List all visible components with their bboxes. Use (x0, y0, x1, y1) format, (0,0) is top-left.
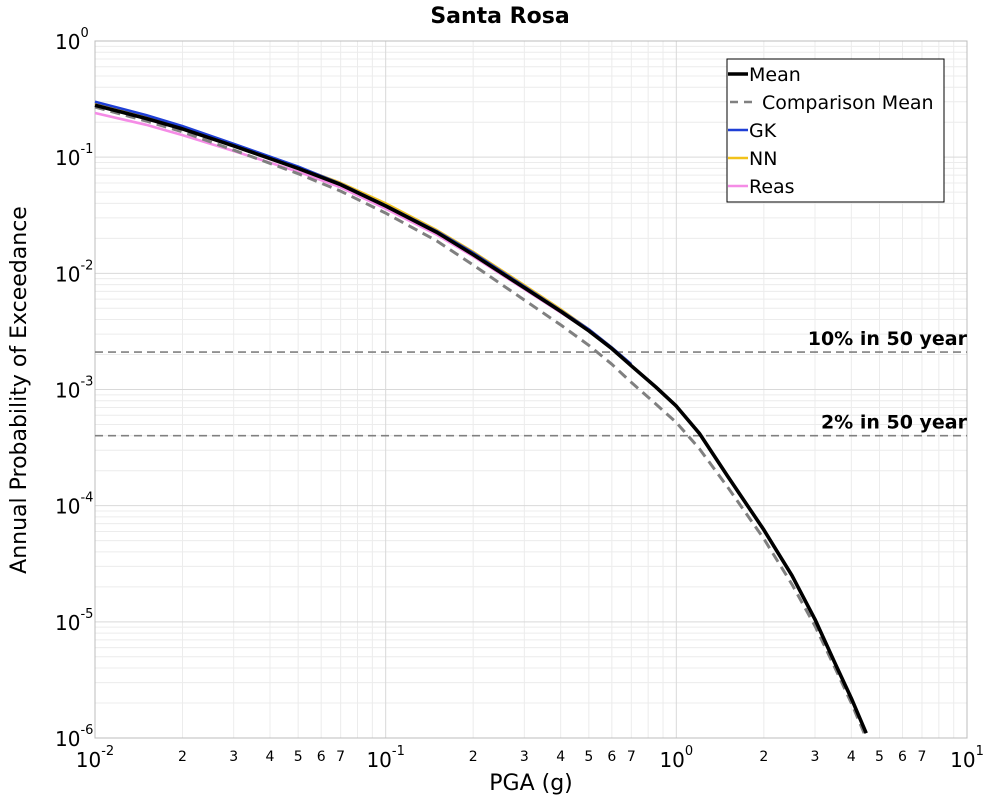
y-tick-label: 100 (55, 26, 89, 54)
legend-label: GK (749, 120, 777, 142)
legend-label: Reas (749, 176, 795, 198)
x-minor-tick-label: 5 (584, 749, 593, 765)
y-axis-label: Annual Probability of Exceedance (7, 206, 32, 574)
x-minor-tick-label: 3 (229, 749, 238, 765)
x-minor-tick-label: 5 (875, 749, 884, 765)
reference-line-label: 10% in 50 year (808, 328, 968, 350)
x-minor-tick-label: 7 (336, 749, 345, 765)
x-minor-tick-label: 6 (898, 749, 907, 765)
x-minor-tick-label: 7 (918, 749, 927, 765)
chart-title: Santa Rosa (430, 4, 569, 29)
x-tick-label: 100 (659, 744, 693, 772)
legend: Mean Comparison Mean GK NN Reas (726, 58, 945, 203)
x-minor-tick-label: 4 (266, 749, 275, 765)
y-tick-label: 10-2 (55, 258, 93, 286)
legend-label: NN (749, 148, 777, 170)
legend-label: Comparison Mean (762, 92, 934, 114)
y-tick-label: 10-4 (55, 491, 93, 519)
y-tick-label: 10-3 (55, 375, 93, 403)
x-tick-label: 101 (950, 744, 984, 772)
x-minor-tick-label: 3 (811, 749, 820, 765)
series-layer (94, 100, 868, 739)
x-minor-tick-label: 5 (294, 749, 303, 765)
y-tick-label: 10-6 (55, 723, 93, 751)
reference-line-label: 2% in 50 year (821, 412, 968, 434)
series-line-comparison-mean (94, 105, 868, 739)
x-minor-tick-label: 6 (607, 749, 616, 765)
legend-box (726, 58, 945, 203)
x-tick-label: 10-2 (76, 744, 114, 772)
x-minor-tick-label: 2 (759, 749, 768, 765)
x-minor-tick-label: 7 (627, 749, 636, 765)
series-line-mean (94, 103, 868, 734)
x-axis-label: PGA (g) (489, 771, 573, 796)
plot-frame (94, 40, 968, 739)
legend-label: Mean (749, 64, 801, 86)
x-minor-tick-label: 2 (469, 749, 478, 765)
x-minor-tick-label: 6 (317, 749, 326, 765)
x-minor-tick-label: 4 (847, 749, 856, 765)
reference-lines: 10% in 50 year 2% in 50 year (95, 328, 968, 437)
x-minor-tick-label: 2 (178, 749, 187, 765)
x-minor-tick-label: 4 (556, 749, 565, 765)
x-minor-tick-label: 3 (520, 749, 529, 765)
y-tick-label: 10-1 (55, 142, 93, 170)
y-axis-ticks: 100 10-1 10-2 10-3 10-4 10-5 10-6 (55, 26, 93, 751)
x-tick-label: 10-1 (366, 744, 404, 772)
y-tick-label: 10-5 (55, 607, 93, 635)
